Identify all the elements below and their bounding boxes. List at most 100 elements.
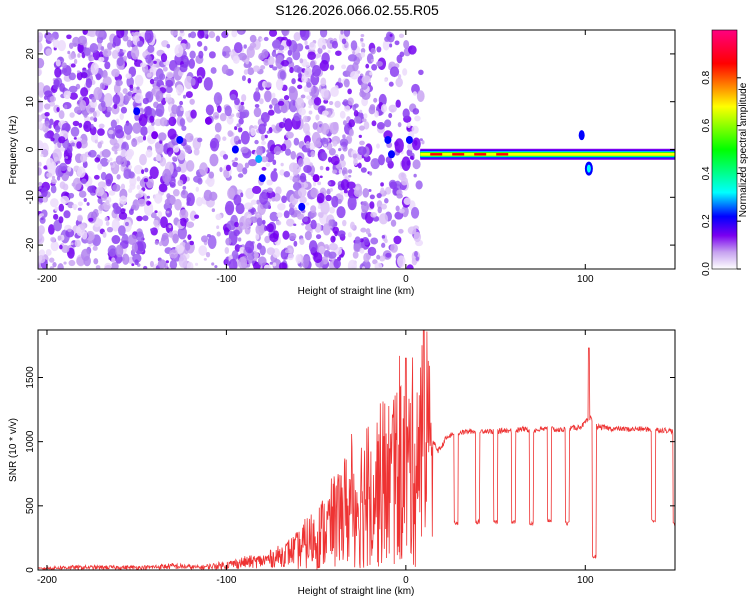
noise-blob <box>136 184 141 190</box>
tone-peak <box>496 153 509 156</box>
noise-blob <box>167 151 172 157</box>
noise-blob <box>340 191 344 195</box>
noise-blob <box>359 109 363 114</box>
noise-blob <box>159 216 168 229</box>
noise-blob <box>157 259 167 269</box>
noise-blob <box>42 196 47 203</box>
noise-blob <box>76 166 86 178</box>
noise-blob <box>211 208 216 213</box>
noise-blob <box>214 265 218 269</box>
noise-blob <box>97 218 104 227</box>
noise-blob <box>38 181 43 187</box>
noise-blob <box>275 220 282 226</box>
noise-blob <box>233 42 243 54</box>
noise-blob <box>381 234 386 239</box>
noise-blob <box>155 153 162 162</box>
noise-blob <box>144 167 149 173</box>
noise-blob <box>153 219 159 226</box>
noise-blob <box>167 128 177 140</box>
noise-blob <box>334 100 341 108</box>
noise-blob <box>119 113 124 121</box>
noise-blob <box>273 145 282 156</box>
noise-blob <box>360 47 366 54</box>
noise-blob <box>361 42 366 48</box>
noise-blob <box>259 191 269 205</box>
noise-blob <box>299 58 304 64</box>
noise-blob <box>315 53 322 58</box>
noise-blob <box>349 128 354 137</box>
noise-blob <box>288 232 297 240</box>
noise-blob <box>355 186 360 191</box>
noise-hotspot <box>312 174 320 183</box>
spectrogram-y-tick-label: 20 <box>25 48 36 60</box>
noise-blob <box>411 125 419 134</box>
noise-blob <box>247 254 253 264</box>
noise-blob <box>166 210 170 214</box>
noise-blob <box>376 46 382 53</box>
noise-blob <box>289 175 293 181</box>
noise-blob <box>88 217 94 222</box>
noise-blob <box>268 63 274 69</box>
noise-blob <box>90 62 99 76</box>
noise-blob <box>184 242 191 251</box>
noise-blob <box>137 198 146 207</box>
noise-blob <box>129 176 137 187</box>
noise-blob <box>366 53 374 64</box>
noise-blob <box>93 117 98 123</box>
noise-blob <box>411 83 420 95</box>
noise-blob <box>155 141 164 155</box>
noise-blob <box>249 42 257 49</box>
noise-blob <box>77 207 82 211</box>
noise-blob <box>49 266 54 269</box>
noise-blob <box>49 257 55 263</box>
noise-blob <box>207 235 217 250</box>
noise-blob <box>205 104 214 116</box>
noise-blob <box>205 179 211 185</box>
noise-blob <box>71 204 78 209</box>
colorbar-ticks: 0.0 0.2 0.4 0.6 0.8 <box>701 70 741 276</box>
noise-blob <box>186 160 195 172</box>
noise-blob <box>169 181 176 188</box>
noise-blob <box>63 210 71 219</box>
noise-blob <box>155 103 165 117</box>
noise-blob <box>377 206 382 214</box>
noise-blob <box>278 121 286 129</box>
noise-blob <box>226 115 234 125</box>
noise-blob <box>353 188 363 198</box>
noise-blob <box>237 52 247 61</box>
noise-blob <box>393 235 402 245</box>
noise-blob <box>307 51 317 61</box>
noise-blob <box>322 110 329 116</box>
noise-blob <box>318 245 326 254</box>
noise-blob <box>186 192 195 207</box>
noise-blob <box>72 120 80 127</box>
noise-blob <box>108 129 114 135</box>
noise-blob <box>200 235 209 243</box>
noise-blob <box>189 50 196 59</box>
noise-blob <box>179 209 189 220</box>
noise-blob <box>292 49 301 61</box>
noise-blob <box>362 266 366 269</box>
noise-blob <box>245 187 255 200</box>
noise-blob <box>95 73 102 81</box>
noise-blob <box>159 73 166 81</box>
noise-blob <box>219 112 227 122</box>
noise-blob <box>240 146 249 154</box>
noise-blob <box>54 67 62 78</box>
noise-blob <box>83 120 92 133</box>
noise-blob <box>180 217 187 227</box>
noise-blob <box>38 167 42 176</box>
colorbar-tick-label: 0.2 <box>701 214 712 228</box>
noise-blob <box>222 136 227 141</box>
noise-blob <box>112 94 121 105</box>
noise-blob <box>374 262 383 269</box>
noise-blob <box>340 179 350 191</box>
snr-y-tick-label: 1000 <box>25 430 36 453</box>
noise-blob <box>150 228 154 232</box>
noise-blob <box>195 186 199 192</box>
spectrogram-y-tick-label: 0 <box>25 146 36 152</box>
noise-blob <box>143 265 148 269</box>
noise-blob <box>361 75 371 84</box>
noise-blob <box>95 186 105 197</box>
noise-blob <box>111 257 116 263</box>
